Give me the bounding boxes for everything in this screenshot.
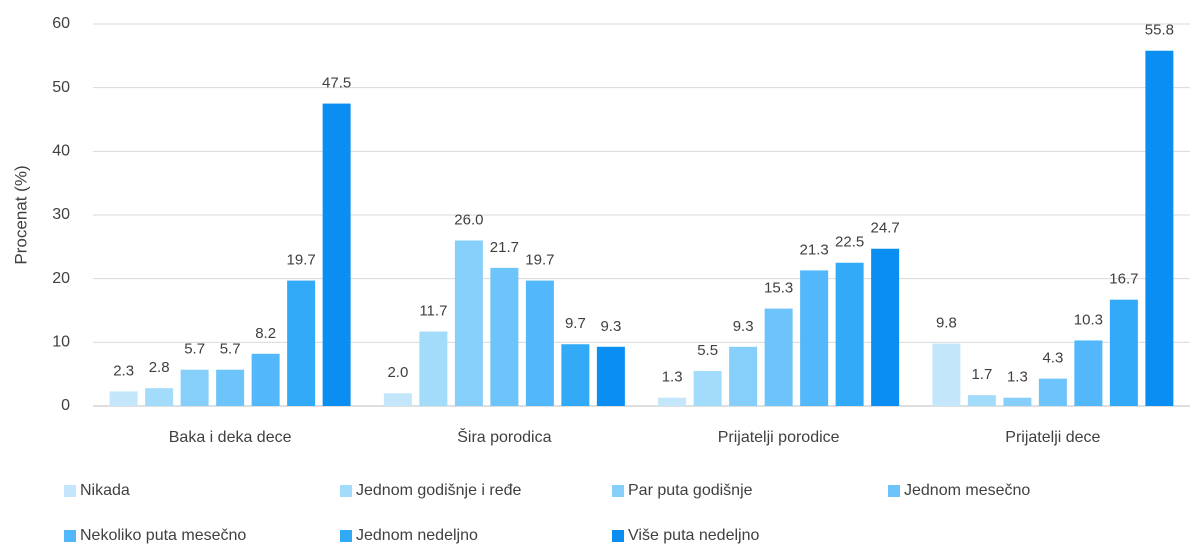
value-label: 9.8	[936, 315, 957, 332]
bar	[1038, 378, 1067, 406]
bar	[287, 280, 316, 406]
value-label: 26.0	[454, 211, 483, 228]
bar	[454, 240, 483, 406]
y-tick-label: 50	[52, 79, 70, 96]
bar	[251, 353, 280, 406]
bar	[109, 391, 138, 406]
legend-label: Jednom nedeljno	[356, 527, 478, 544]
legend-label: Jednom godišnje i ređe	[356, 482, 522, 499]
value-label: 55.8	[1145, 22, 1174, 39]
y-tick-label: 10	[52, 334, 70, 351]
value-label: 8.2	[255, 325, 276, 342]
legend-label: Više puta nedeljno	[628, 527, 759, 544]
legend-label: Nekoliko puta mesečno	[80, 527, 246, 544]
value-label: 24.7	[871, 220, 900, 237]
bar	[967, 395, 996, 406]
value-label: 11.7	[419, 302, 447, 319]
legend-swatch	[612, 530, 624, 542]
legend-swatch	[64, 485, 76, 497]
value-label: 47.5	[322, 75, 351, 92]
bar	[932, 343, 961, 406]
value-label: 2.0	[387, 364, 408, 381]
bar	[729, 346, 758, 406]
bar	[871, 248, 900, 406]
value-label: 21.7	[490, 239, 519, 256]
value-label: 19.7	[287, 252, 316, 269]
value-label: 9.7	[565, 315, 586, 332]
bar	[1074, 340, 1103, 406]
legend-swatch	[340, 530, 352, 542]
bar	[525, 280, 554, 406]
y-tick-label: 40	[52, 143, 70, 160]
legend-swatch	[888, 485, 900, 497]
bar	[145, 388, 174, 406]
y-axis-title: Procenat (%)	[11, 165, 30, 264]
value-label: 22.5	[835, 234, 864, 251]
value-label: 1.3	[1007, 369, 1028, 386]
value-label: 1.3	[662, 369, 683, 386]
bar	[835, 262, 864, 406]
value-label: 2.3	[113, 362, 134, 379]
y-tick-label: 0	[61, 397, 70, 414]
y-tick-label: 20	[52, 270, 70, 287]
x-tick-label: Baka i deka dece	[169, 429, 292, 446]
value-label: 9.3	[600, 318, 621, 335]
value-label: 15.3	[764, 280, 793, 297]
value-label: 5.7	[220, 341, 241, 358]
bar	[419, 331, 448, 406]
legend-label: Par puta godišnje	[628, 482, 753, 499]
bar	[693, 370, 722, 406]
x-tick-label: Prijatelji porodice	[718, 429, 840, 446]
x-tick-label: Prijatelji dece	[1005, 429, 1100, 446]
value-label: 16.7	[1109, 271, 1138, 288]
value-label: 21.3	[800, 241, 829, 258]
value-label: 5.5	[697, 342, 718, 359]
value-label: 5.7	[184, 341, 205, 358]
legend-label: Jednom mesečno	[904, 482, 1030, 499]
bar	[658, 397, 687, 406]
value-label: 2.8	[149, 359, 170, 376]
bar	[800, 270, 829, 406]
bar	[1109, 299, 1138, 406]
bar	[1145, 50, 1174, 407]
bar	[180, 369, 209, 406]
bar	[561, 344, 590, 406]
y-tick-label: 30	[52, 206, 70, 223]
y-tick-label: 60	[52, 15, 70, 32]
value-label: 9.3	[733, 318, 754, 335]
legend-swatch	[340, 485, 352, 497]
value-label: 4.3	[1042, 350, 1063, 367]
bar	[764, 308, 793, 406]
value-label: 10.3	[1074, 311, 1103, 328]
value-label: 19.7	[525, 252, 554, 269]
bar	[596, 346, 625, 406]
value-label: 1.7	[971, 366, 992, 383]
legend-swatch	[612, 485, 624, 497]
bar	[490, 267, 519, 406]
legend-swatch	[64, 530, 76, 542]
legend-label: Nikada	[80, 482, 130, 499]
bar	[322, 103, 351, 406]
x-tick-label: Šira porodica	[457, 427, 551, 446]
bar	[383, 393, 412, 406]
bar	[216, 369, 245, 406]
bar	[1003, 397, 1032, 406]
